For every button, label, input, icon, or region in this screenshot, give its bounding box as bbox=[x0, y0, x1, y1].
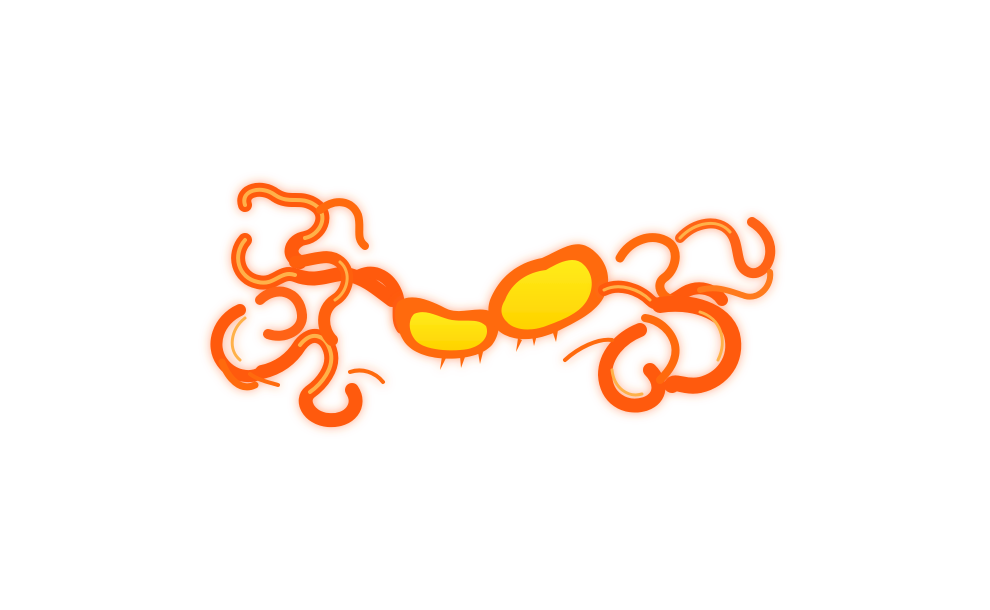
right-tendril-cluster bbox=[563, 217, 776, 413]
left-tendril-cluster bbox=[210, 182, 408, 428]
center-core-blob bbox=[395, 244, 609, 370]
